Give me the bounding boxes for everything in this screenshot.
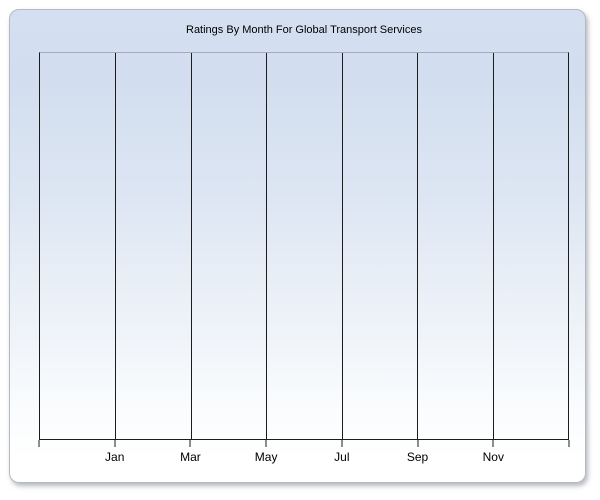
x-axis-tick: [265, 440, 267, 447]
gridline: [341, 53, 343, 439]
chart-panel: Ratings By Month For Global Transport Se…: [9, 9, 586, 483]
x-axis-tick: [568, 440, 570, 447]
gridline: [190, 53, 192, 439]
x-axis-label: Jan: [105, 450, 125, 464]
x-axis-tick: [341, 440, 343, 447]
chart-title: Ratings By Month For Global Transport Se…: [186, 24, 422, 36]
x-axis-label: May: [254, 450, 278, 464]
x-axis-ticks: [38, 440, 570, 447]
x-axis-tick: [492, 440, 494, 447]
x-axis-tick: [38, 440, 40, 447]
x-axis-label: Sep: [406, 450, 429, 464]
x-axis-tick: [417, 440, 419, 447]
x-axis-label: Jul: [334, 450, 350, 464]
gridline: [492, 53, 494, 439]
x-axis-tick: [189, 440, 191, 447]
x-axis-tick: [114, 440, 116, 447]
x-axis-label: Mar: [180, 450, 201, 464]
gridline: [266, 53, 268, 439]
x-axis-label: Nov: [482, 450, 504, 464]
gridline: [417, 53, 419, 439]
gridline: [115, 53, 117, 439]
plot-area: [39, 52, 569, 440]
x-axis-labels: Jan Mar May Jul Sep Nov: [39, 450, 569, 465]
